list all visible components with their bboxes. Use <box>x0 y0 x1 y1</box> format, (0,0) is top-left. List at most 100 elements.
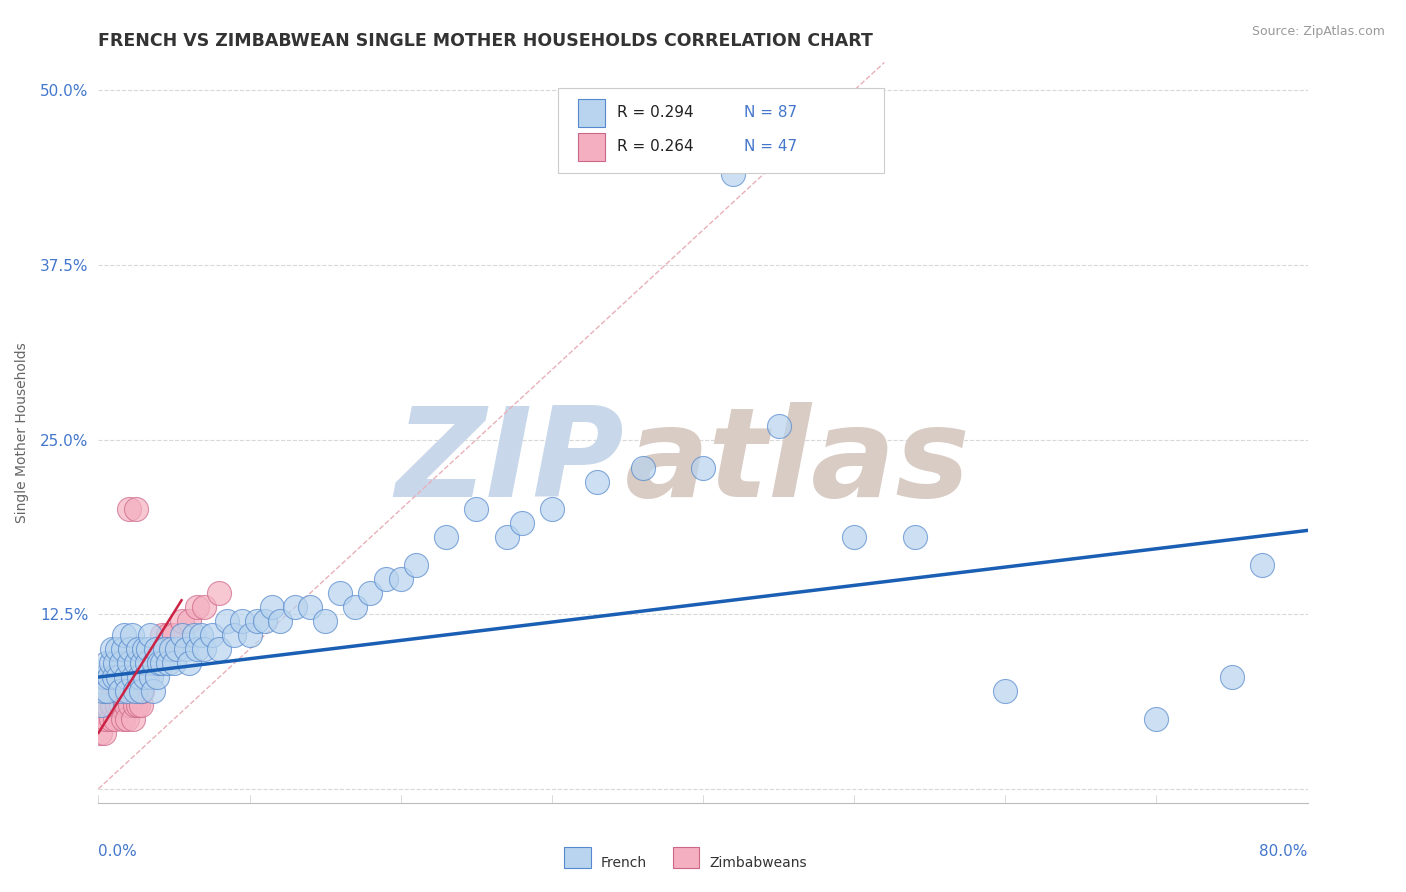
Point <box>121 684 143 698</box>
Point <box>127 698 149 712</box>
Point <box>150 656 173 670</box>
Point <box>100 656 122 670</box>
Point <box>118 684 141 698</box>
Point <box>1251 558 1274 573</box>
Point <box>314 614 336 628</box>
Text: ZIP: ZIP <box>395 401 624 523</box>
Point <box>100 712 122 726</box>
Point <box>93 670 115 684</box>
Point <box>104 712 127 726</box>
Point <box>115 712 138 726</box>
Point <box>90 698 112 712</box>
Point <box>170 614 193 628</box>
Point <box>405 558 427 573</box>
Point <box>111 712 134 726</box>
Point <box>465 502 488 516</box>
Point <box>160 642 183 657</box>
Point <box>246 614 269 628</box>
Point <box>183 628 205 642</box>
Point <box>1220 670 1243 684</box>
Point <box>723 167 745 181</box>
Point <box>122 712 145 726</box>
Point <box>186 642 208 657</box>
Point <box>112 628 135 642</box>
Point <box>128 684 150 698</box>
Point <box>135 670 157 684</box>
Point <box>108 684 131 698</box>
Point <box>125 684 148 698</box>
Point <box>768 418 790 433</box>
Point <box>124 684 146 698</box>
Point <box>145 642 167 657</box>
Point <box>156 656 179 670</box>
Point <box>434 530 457 544</box>
Point <box>93 726 115 740</box>
Point <box>118 656 141 670</box>
FancyBboxPatch shape <box>578 99 605 127</box>
Point <box>329 586 352 600</box>
Point <box>231 614 253 628</box>
Point <box>1144 712 1167 726</box>
Point <box>389 572 412 586</box>
Point <box>128 670 150 684</box>
Point <box>131 684 153 698</box>
Point <box>112 684 135 698</box>
Point <box>98 684 121 698</box>
Point <box>94 656 117 670</box>
Point <box>163 656 186 670</box>
Point <box>904 530 927 544</box>
Point <box>110 656 132 670</box>
Point <box>96 684 118 698</box>
Point <box>224 628 246 642</box>
Point <box>90 712 112 726</box>
Point <box>136 642 159 657</box>
Point <box>103 684 125 698</box>
Text: French: French <box>600 856 647 870</box>
Text: R = 0.264: R = 0.264 <box>617 139 693 154</box>
Point <box>141 670 163 684</box>
Point <box>124 698 146 712</box>
FancyBboxPatch shape <box>578 133 605 161</box>
Point <box>153 642 176 657</box>
Point <box>129 684 152 698</box>
Point <box>129 698 152 712</box>
Point <box>299 600 322 615</box>
Point <box>586 475 609 489</box>
Point <box>105 642 128 657</box>
Point <box>262 600 284 615</box>
Point <box>186 600 208 615</box>
Text: Source: ZipAtlas.com: Source: ZipAtlas.com <box>1251 25 1385 38</box>
Point <box>127 642 149 657</box>
Point <box>111 642 134 657</box>
Point <box>134 670 156 684</box>
Point <box>994 684 1017 698</box>
Point <box>174 642 197 657</box>
Point <box>121 628 143 642</box>
Point <box>96 698 118 712</box>
Point <box>142 684 165 698</box>
Point <box>284 600 307 615</box>
Text: N = 87: N = 87 <box>744 105 797 120</box>
Point <box>143 656 166 670</box>
Point <box>132 642 155 657</box>
Point <box>104 656 127 670</box>
Point <box>156 628 179 642</box>
Point <box>108 670 131 684</box>
Point <box>215 614 238 628</box>
Text: 0.0%: 0.0% <box>98 844 138 858</box>
Point <box>253 614 276 628</box>
Point <box>107 670 129 684</box>
Point <box>101 642 124 657</box>
Point <box>101 698 124 712</box>
Point <box>114 670 136 684</box>
Point <box>139 656 162 670</box>
Point <box>208 642 231 657</box>
Point <box>142 656 165 670</box>
Point <box>89 726 111 740</box>
Point <box>153 642 176 657</box>
Point <box>122 670 145 684</box>
Point <box>125 502 148 516</box>
Point <box>844 530 866 544</box>
Point <box>98 670 121 684</box>
Point <box>344 600 367 615</box>
